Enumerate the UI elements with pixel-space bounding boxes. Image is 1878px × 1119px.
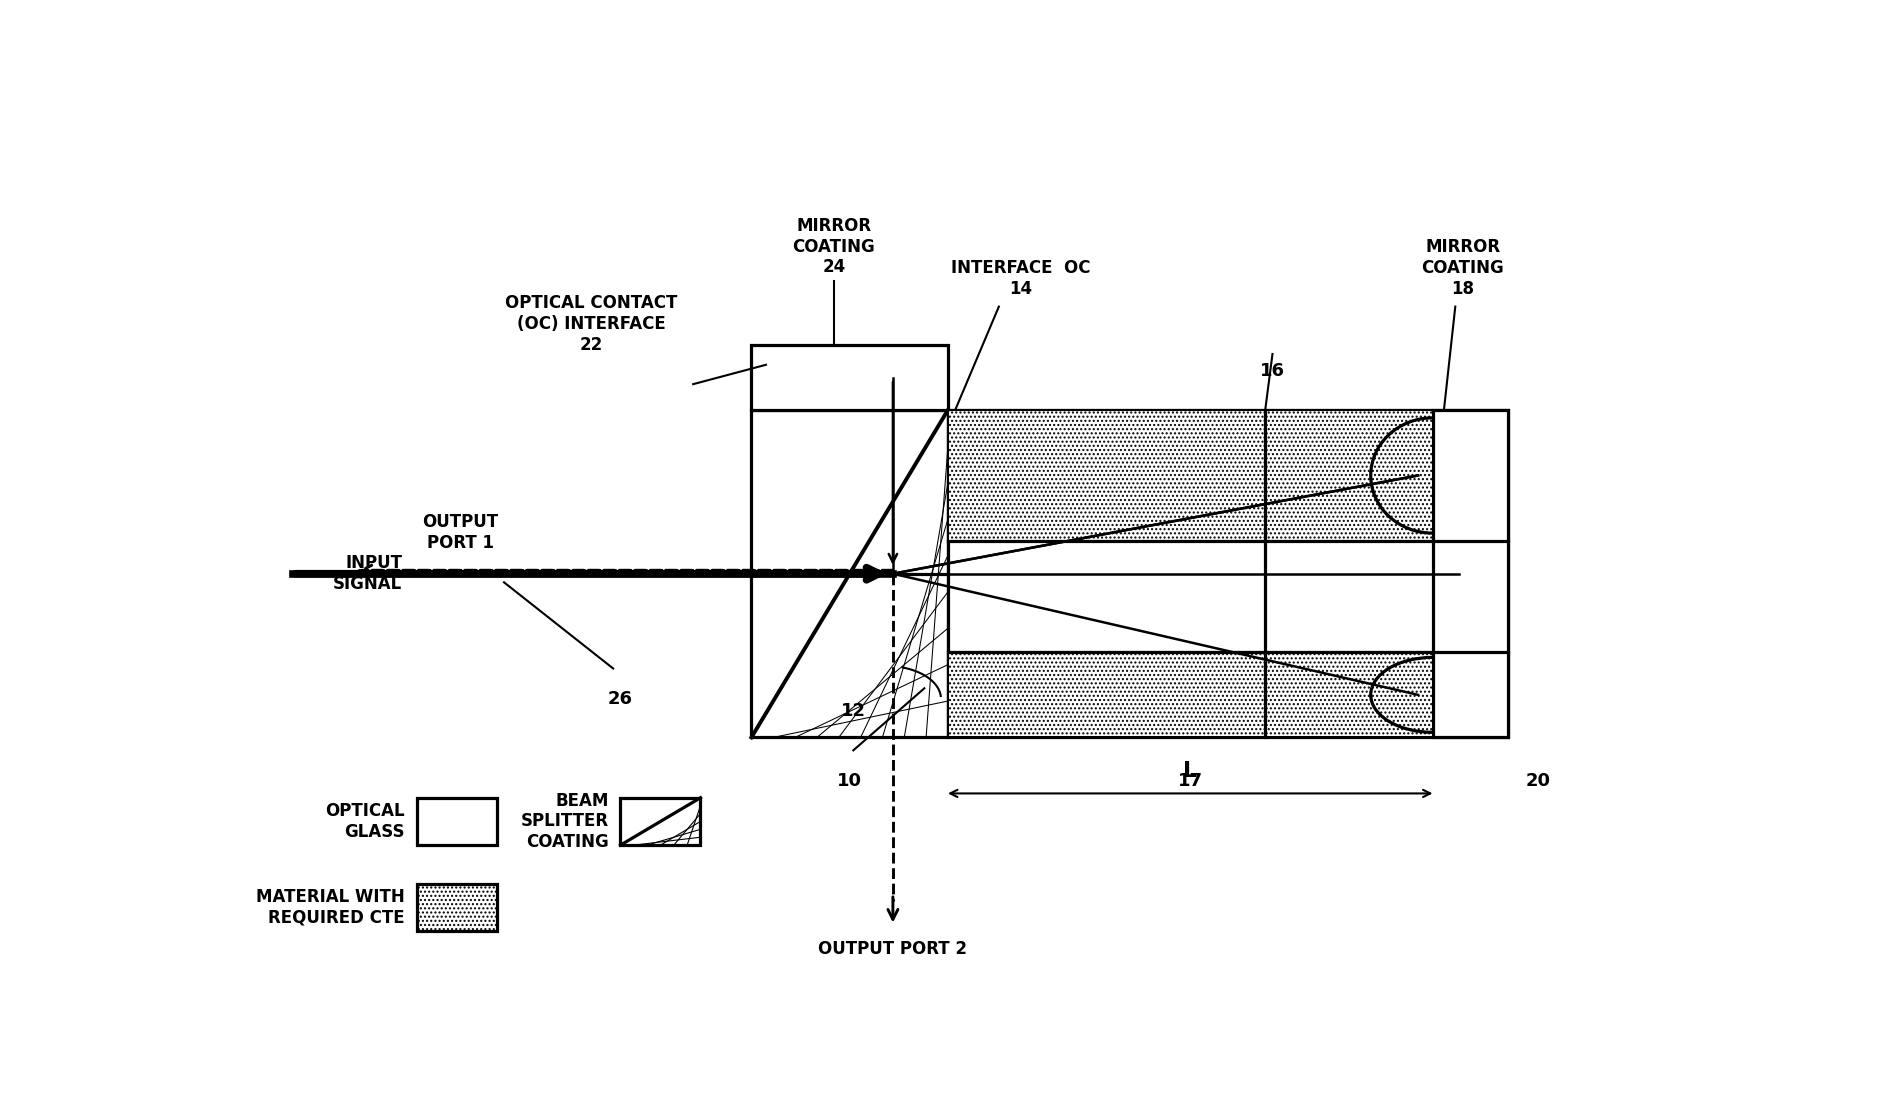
Bar bbox=[417, 884, 496, 931]
Text: L: L bbox=[1183, 761, 1198, 781]
Text: INTERFACE  OC
14: INTERFACE OC 14 bbox=[950, 260, 1091, 298]
Bar bbox=[751, 410, 948, 737]
Bar bbox=[948, 410, 1508, 737]
Text: 10: 10 bbox=[838, 772, 862, 790]
Text: 16: 16 bbox=[1260, 361, 1285, 379]
Text: OPTICAL CONTACT
(OC) INTERFACE
22: OPTICAL CONTACT (OC) INTERFACE 22 bbox=[505, 294, 678, 354]
Text: MIRROR
COATING
18: MIRROR COATING 18 bbox=[1422, 238, 1504, 298]
Bar bbox=[1433, 410, 1508, 737]
Text: MIRROR
COATING
24: MIRROR COATING 24 bbox=[793, 217, 875, 276]
Text: 26: 26 bbox=[608, 689, 633, 707]
Bar bbox=[948, 652, 1433, 737]
Bar bbox=[751, 346, 948, 410]
Text: INPUT
SIGNAL: INPUT SIGNAL bbox=[332, 554, 402, 593]
Text: MATERIAL WITH
REQUIRED CTE: MATERIAL WITH REQUIRED CTE bbox=[255, 888, 406, 927]
Text: BEAM
SPLITTER
COATING: BEAM SPLITTER COATING bbox=[520, 791, 608, 852]
Text: 20: 20 bbox=[1525, 772, 1551, 790]
Text: 17: 17 bbox=[1178, 772, 1202, 790]
Bar bbox=[948, 410, 1433, 540]
Bar bbox=[417, 798, 496, 845]
Text: 12: 12 bbox=[841, 703, 866, 721]
Text: OUTPUT PORT 2: OUTPUT PORT 2 bbox=[819, 940, 967, 958]
Bar bbox=[620, 798, 700, 845]
Text: OUTPUT
PORT 1: OUTPUT PORT 1 bbox=[423, 514, 498, 552]
Text: OPTICAL
GLASS: OPTICAL GLASS bbox=[325, 802, 406, 840]
